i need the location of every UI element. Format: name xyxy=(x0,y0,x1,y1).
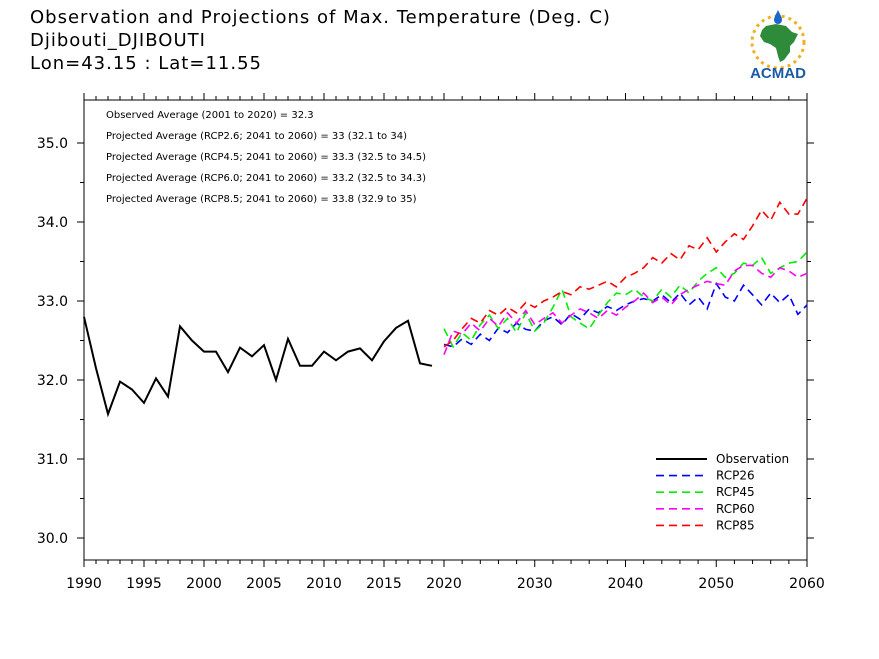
average-annotation: Projected Average (RCP8.5; 2041 to 2060)… xyxy=(106,194,417,205)
axis-ticks: 30.0 31.0 32.0 33.0 34.0 35.0 1990 1995 2000 2005… xyxy=(37,93,825,592)
station-name: Djibouti_DJIBOUTI xyxy=(30,30,206,51)
legend-label: RCP45 xyxy=(716,485,755,499)
x-tick-label: 2050 xyxy=(698,576,734,592)
x-tick-label: 2005 xyxy=(246,576,282,592)
plot-border xyxy=(83,99,808,561)
title-block: Observation and Projections of Max. Temp… xyxy=(30,6,611,75)
x-tick-label: 2010 xyxy=(306,576,342,592)
series-line-rcp85 xyxy=(443,197,808,348)
x-tick-label: 2020 xyxy=(426,576,462,592)
x-tick-label: 2030 xyxy=(517,576,553,592)
average-annotation: Projected Average (RCP6.0; 2041 to 2060)… xyxy=(106,173,426,184)
x-tick-label: 2015 xyxy=(366,576,402,592)
station-coordinates: Lon=43.15 : Lat=11.55 xyxy=(30,53,262,74)
series-line-rcp45 xyxy=(443,251,808,349)
logo-text: ACMAD xyxy=(750,65,806,82)
y-tick-label: 31.0 xyxy=(37,452,68,468)
series-layer xyxy=(83,197,808,418)
average-annotations: Observed Average (2001 to 2020) = 32.3 Pr… xyxy=(106,110,426,205)
average-annotation: Projected Average (RCP2.6; 2041 to 2060)… xyxy=(106,131,407,142)
y-tick-label: 30.0 xyxy=(37,531,68,547)
chart-title: Observation and Projections of Max. Temp… xyxy=(30,7,611,28)
average-annotation: Observed Average (2001 to 2020) = 32.3 xyxy=(106,110,314,121)
legend-label: Observation xyxy=(716,452,789,466)
y-tick-label: 32.0 xyxy=(37,373,68,389)
legend-label: RCP26 xyxy=(716,469,755,483)
y-tick-label: 34.0 xyxy=(37,215,68,231)
acmad-logo: ACMAD xyxy=(750,10,806,82)
series-line-rcp60 xyxy=(443,264,808,355)
x-tick-label: 2000 xyxy=(186,576,222,592)
x-tick-label: 2040 xyxy=(608,576,644,592)
legend-label: RCP85 xyxy=(716,518,755,532)
africa-map-icon xyxy=(760,24,798,62)
legend: Observation RCP26 RCP45 RCP60 RCP85 xyxy=(656,452,789,532)
legend-label: RCP60 xyxy=(716,502,755,516)
x-tick-label: 1995 xyxy=(126,576,162,592)
series-line-rcp26 xyxy=(443,281,808,348)
x-tick-label: 2060 xyxy=(789,576,825,592)
y-tick-label: 35.0 xyxy=(37,136,68,152)
y-tick-label: 33.0 xyxy=(37,294,68,310)
plot-frame xyxy=(83,99,808,561)
series-line-observation xyxy=(83,316,433,418)
raindrop-icon xyxy=(774,10,782,24)
x-tick-label: 1990 xyxy=(66,576,102,592)
average-annotation: Projected Average (RCP4.5; 2041 to 2060)… xyxy=(106,152,426,163)
